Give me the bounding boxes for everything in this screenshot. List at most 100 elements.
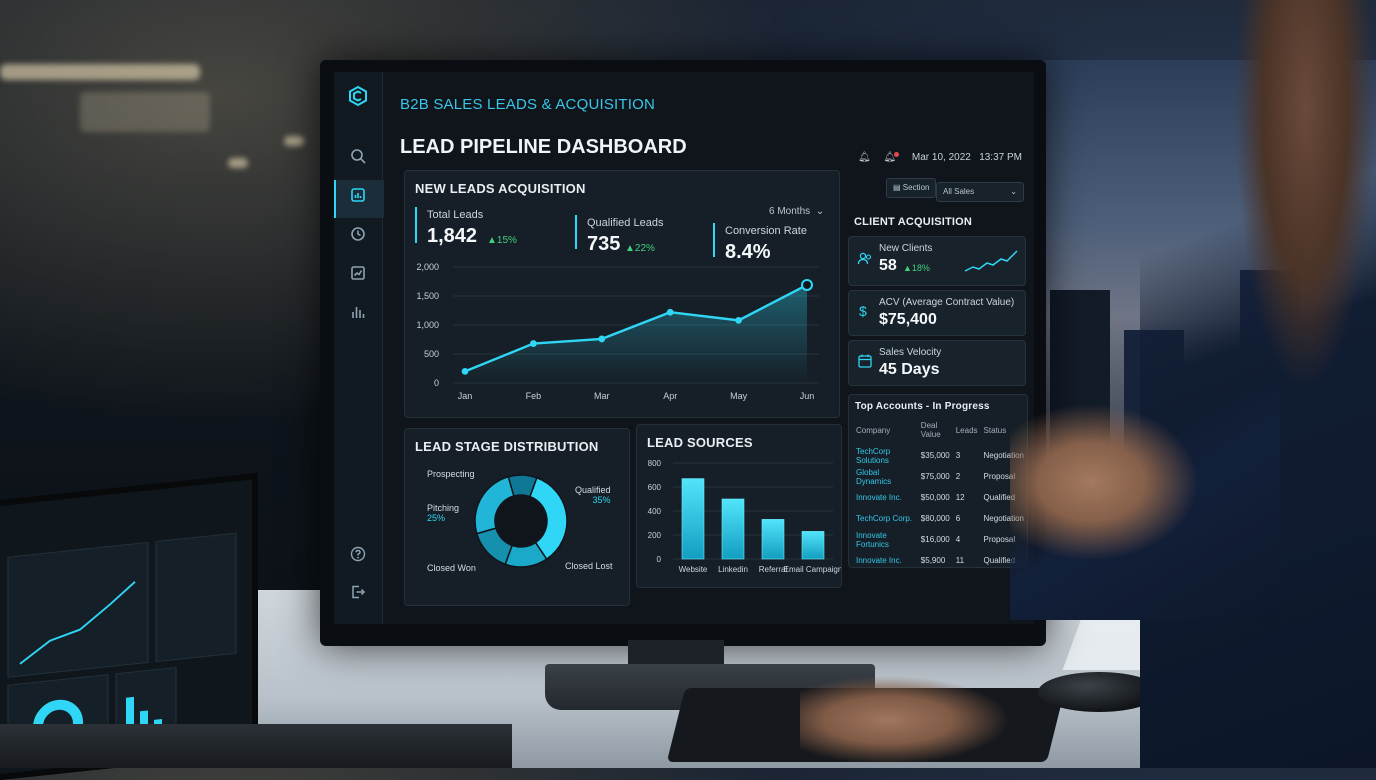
laptop-dashboard-thumbnail [0,479,252,774]
stage-label-prospecting: Prospecting [427,469,475,479]
range-select-value: 6 Months [769,206,811,217]
ceiling-light [80,92,210,132]
status-cell: Qualified [983,556,1016,565]
deal-value-cell: $5,900 [920,556,946,565]
sidebar-active-indicator [334,180,384,218]
sales-velocity-card[interactable]: Sales Velocity 45 Days [848,340,1026,386]
notification-dot [894,152,900,157]
table-row[interactable]: Innovate Fortunics $16,000 4 Proposal [853,529,1027,550]
deal-value-cell: $50,000 [920,493,950,502]
leads-cell: 4 [955,535,961,544]
company-cell[interactable]: Global Dynamics [856,467,892,486]
brand-logo-icon[interactable] [348,86,368,106]
y-tick-label: 800 [648,459,662,468]
kpi-qualified-leads-label: Qualified Leads [587,217,664,229]
status-cell: Proposal [983,472,1016,481]
stage-name: Qualified [575,485,611,495]
sidebar-item-help[interactable] [346,546,370,570]
hand-on-keyboard [800,672,1020,768]
new-clients-card[interactable]: New Clients 58 ▲18% [848,236,1026,286]
lead-sources-title: LEAD SOURCES [647,435,753,450]
stage-name: Closed Lost [565,561,613,571]
company-cell[interactable]: Innovate Inc. [856,493,902,502]
new-clients-label: New Clients [879,243,933,254]
company-cell[interactable]: TechCorp Corp. [856,514,913,523]
sales-filter-select[interactable]: All Sales ⌄ [936,182,1024,202]
table-row[interactable]: TechCorp Solutions $35,000 3 Negotiation [853,445,1027,466]
app-title: B2B SALES LEADS & ACQUISITION [400,96,656,113]
kpi-qualified-leads-delta: ▲22% [625,243,655,254]
x-tick-label: May [730,391,748,401]
stage-pct: 25% [427,513,446,523]
sidebar-item-search[interactable] [346,148,370,172]
kpi-accent-bar [575,215,577,249]
stage-name: Prospecting [427,469,475,479]
donut-slice [507,474,538,498]
laptop-screen [0,472,258,780]
new-clients-value: 58 [879,257,897,274]
leads-cell: 3 [955,451,961,460]
deal-value-cell: $75,000 [920,472,950,481]
stage-name: Pitching [427,503,460,513]
company-cell[interactable]: Innovate Inc. [856,556,902,565]
sales-velocity-value: 45 Days [879,361,940,378]
page-title: LEAD PIPELINE DASHBOARD [400,136,687,158]
sidebar-item-reports[interactable] [346,304,370,328]
lead-stage-donut-chart [474,474,568,568]
x-tick-label: Feb [526,391,542,401]
line-point [461,368,469,375]
column-header[interactable]: Leads [955,425,978,435]
table-row[interactable]: Innovate Inc. $5,900 11 Qualified [853,550,1027,571]
lead-stage-title: LEAD STAGE DISTRIBUTION [415,439,599,454]
company-cell[interactable]: Innovate Fortunics [856,530,889,549]
stage-label-qualified: Qualified 35% [575,485,611,505]
deal-value-cell: $80,000 [920,514,950,523]
section-filter-button[interactable]: ▤ Section [886,178,937,198]
sidebar-item-dashboard[interactable] [346,187,370,211]
top-accounts-title: Top Accounts - In Progress [855,401,990,412]
x-tick-label: Linkedin [718,565,748,574]
status-cell: Negotiation [983,514,1024,523]
stage-pct: 35% [592,495,611,505]
alert-bell-icon[interactable]: 🔔︎ [883,152,897,163]
top-accounts-table: Company Deal Value Leads Status TechCorp… [853,421,1027,571]
sidebar-item-history[interactable] [346,226,370,250]
search-icon [351,149,366,164]
client-acquisition-title: CLIENT ACQUISITION [854,216,973,228]
chevron-down-icon: ⌄ [1010,187,1017,196]
lead-sources-panel: LEAD SOURCES 800 600 400 200 0 Website Linkedi… [636,424,842,588]
trend-chart-icon [351,266,365,280]
x-tick-label: Jan [458,391,473,401]
kpi-conversion-rate-value: 8.4% [725,241,771,263]
sidebar-item-logout[interactable] [346,584,370,608]
stage-label-pitching: Pitching 25% [427,503,459,523]
header-date: Mar 10, 2022 [911,152,971,163]
sales-filter-value: All Sales [943,187,975,196]
column-header[interactable]: Status [983,425,1007,435]
stage-label-closed-won: Closed Won [427,563,476,573]
kpi-total-leads-delta: ▲15% [487,235,517,246]
clock-icon [351,227,365,241]
bell-icon[interactable]: 🔔︎ [857,152,871,163]
new-leads-title: NEW LEADS ACQUISITION [415,181,586,196]
table-row[interactable]: Innovate Inc. $50,000 12 Qualified [853,487,1027,508]
acv-card[interactable]: $ ACV (Average Contract Value) $75,400 [848,290,1026,336]
header-status: 🔔︎ 🔔︎ Mar 10, 2022 13:37 PM [858,152,1022,163]
y-tick-label: 600 [648,483,662,492]
table-row[interactable]: Global Dynamics $75,000 2 Proposal [853,466,1027,487]
column-header[interactable]: Deal Value [920,421,941,439]
y-tick-label: 0 [657,555,662,564]
users-icon [857,252,872,265]
x-tick-label: Mar [594,391,610,401]
person-silhouette [1140,0,1376,768]
company-cell[interactable]: TechCorp Solutions [856,446,891,465]
bar-chart-icon [352,307,365,318]
sidebar-item-trends[interactable] [346,265,370,289]
column-header[interactable]: Company [856,425,891,435]
status-cell: Negotiation [983,451,1024,460]
lead-stage-panel: LEAD STAGE DISTRIBUTION Prospecting Pitc… [404,428,630,606]
range-select[interactable]: 6 Months ⌄ [763,203,830,221]
mouse [1038,672,1160,712]
table-row[interactable]: TechCorp Corp. $80,000 6 Negotiation [853,508,1027,529]
help-icon [350,546,366,562]
